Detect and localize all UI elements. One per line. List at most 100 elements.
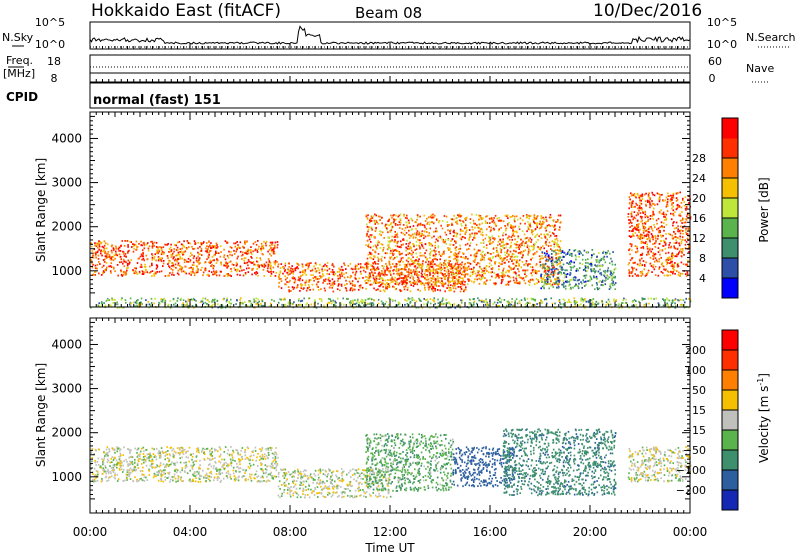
echo-cell	[445, 274, 448, 277]
echo-cell	[549, 268, 551, 271]
echo-cell	[609, 273, 612, 276]
echo-cell	[671, 263, 673, 266]
echo-cell	[256, 260, 258, 263]
echo-cell	[293, 277, 296, 279]
echo-cell	[170, 268, 173, 270]
echo-cell	[437, 277, 439, 280]
echo-cell	[469, 242, 472, 244]
echo-cell	[680, 206, 683, 209]
echo-cell	[358, 267, 360, 270]
echo-cell	[215, 271, 218, 274]
echo-cell	[500, 219, 503, 222]
echo-cell	[91, 261, 93, 264]
echo-cell	[512, 253, 515, 256]
echo-cell	[577, 279, 579, 282]
echo-cell	[387, 248, 390, 250]
echo-cell	[657, 274, 660, 277]
echo-cell	[672, 194, 674, 197]
echo-cell	[603, 274, 605, 277]
echo-cell	[350, 287, 353, 289]
echo-cell	[476, 251, 479, 253]
echo-cell	[345, 279, 347, 282]
echo-cell	[587, 267, 590, 270]
echo-cell	[557, 283, 559, 286]
echo-cell	[652, 203, 655, 205]
echo-cell	[130, 241, 132, 243]
echo-cell	[519, 302, 521, 305]
echo-cell	[200, 243, 203, 245]
echo-cell	[569, 287, 572, 290]
echo-cell	[516, 255, 519, 258]
echo-cell	[449, 232, 451, 235]
echo-cell	[475, 275, 478, 278]
echo-cell	[590, 256, 593, 259]
echo-cell	[585, 274, 588, 277]
echo-cell	[515, 246, 517, 249]
echo-cell	[604, 283, 607, 286]
echo-cell	[513, 281, 516, 284]
echo-cell	[256, 268, 258, 270]
echo-cell	[371, 228, 373, 231]
echo-cell	[677, 192, 679, 194]
echo-cell	[205, 250, 207, 253]
echo-cell	[653, 194, 656, 197]
echo-cell	[380, 243, 383, 245]
echo-cell	[667, 195, 670, 198]
echo-cell	[683, 204, 686, 207]
echo-cell	[550, 271, 553, 274]
echo-cell	[132, 301, 135, 304]
echo-cell	[409, 280, 411, 283]
echo-cell	[632, 206, 635, 208]
echo-cell	[526, 263, 529, 266]
echo-cell	[151, 262, 153, 265]
echo-cell	[644, 242, 646, 245]
echo-cell	[435, 250, 437, 252]
echo-cell	[367, 253, 370, 256]
echo-cell	[625, 298, 627, 301]
echo-cell	[146, 243, 148, 246]
echo-cell	[566, 269, 568, 272]
echo-cell	[402, 273, 404, 276]
echo-cell	[521, 219, 524, 222]
echo-cell	[518, 264, 521, 267]
echo-cell	[123, 245, 126, 247]
echo-cell	[543, 218, 545, 221]
echo-cell	[464, 227, 466, 229]
echo-cell	[464, 275, 466, 277]
echo-cell	[204, 267, 207, 270]
echo-cell	[561, 256, 564, 259]
echo-cell	[338, 270, 341, 273]
echo-cell	[405, 268, 407, 271]
echo-cell	[534, 236, 536, 238]
echo-cell	[558, 282, 560, 285]
echo-cell	[508, 260, 510, 263]
echo-cell	[421, 234, 423, 237]
echo-cell	[236, 241, 238, 243]
echo-cell	[512, 262, 514, 265]
echo-cell	[666, 201, 669, 203]
echo-cell	[428, 223, 431, 226]
echo-cell	[292, 277, 294, 280]
echo-cell	[652, 217, 654, 220]
echo-cell	[443, 259, 446, 262]
echo-cell	[464, 243, 467, 246]
echo-cell	[257, 304, 259, 307]
echo-cell	[540, 280, 543, 282]
cpid-label: CPID	[6, 90, 38, 104]
echo-cell	[662, 222, 665, 224]
echo-cell	[518, 228, 521, 231]
echo-cell	[457, 264, 460, 266]
echo-cell	[461, 224, 463, 227]
echo-cell	[520, 299, 523, 301]
echo-cell	[188, 246, 190, 249]
echo-cell	[453, 303, 455, 306]
echo-cell	[408, 247, 411, 250]
echo-cell	[548, 275, 550, 278]
echo-cell	[97, 244, 99, 247]
echo-cell	[410, 247, 412, 249]
echo-cell	[519, 243, 522, 245]
echo-cell	[370, 302, 373, 305]
echo-cell	[485, 265, 488, 267]
echo-cell	[404, 234, 406, 236]
echo-cell	[426, 259, 428, 261]
